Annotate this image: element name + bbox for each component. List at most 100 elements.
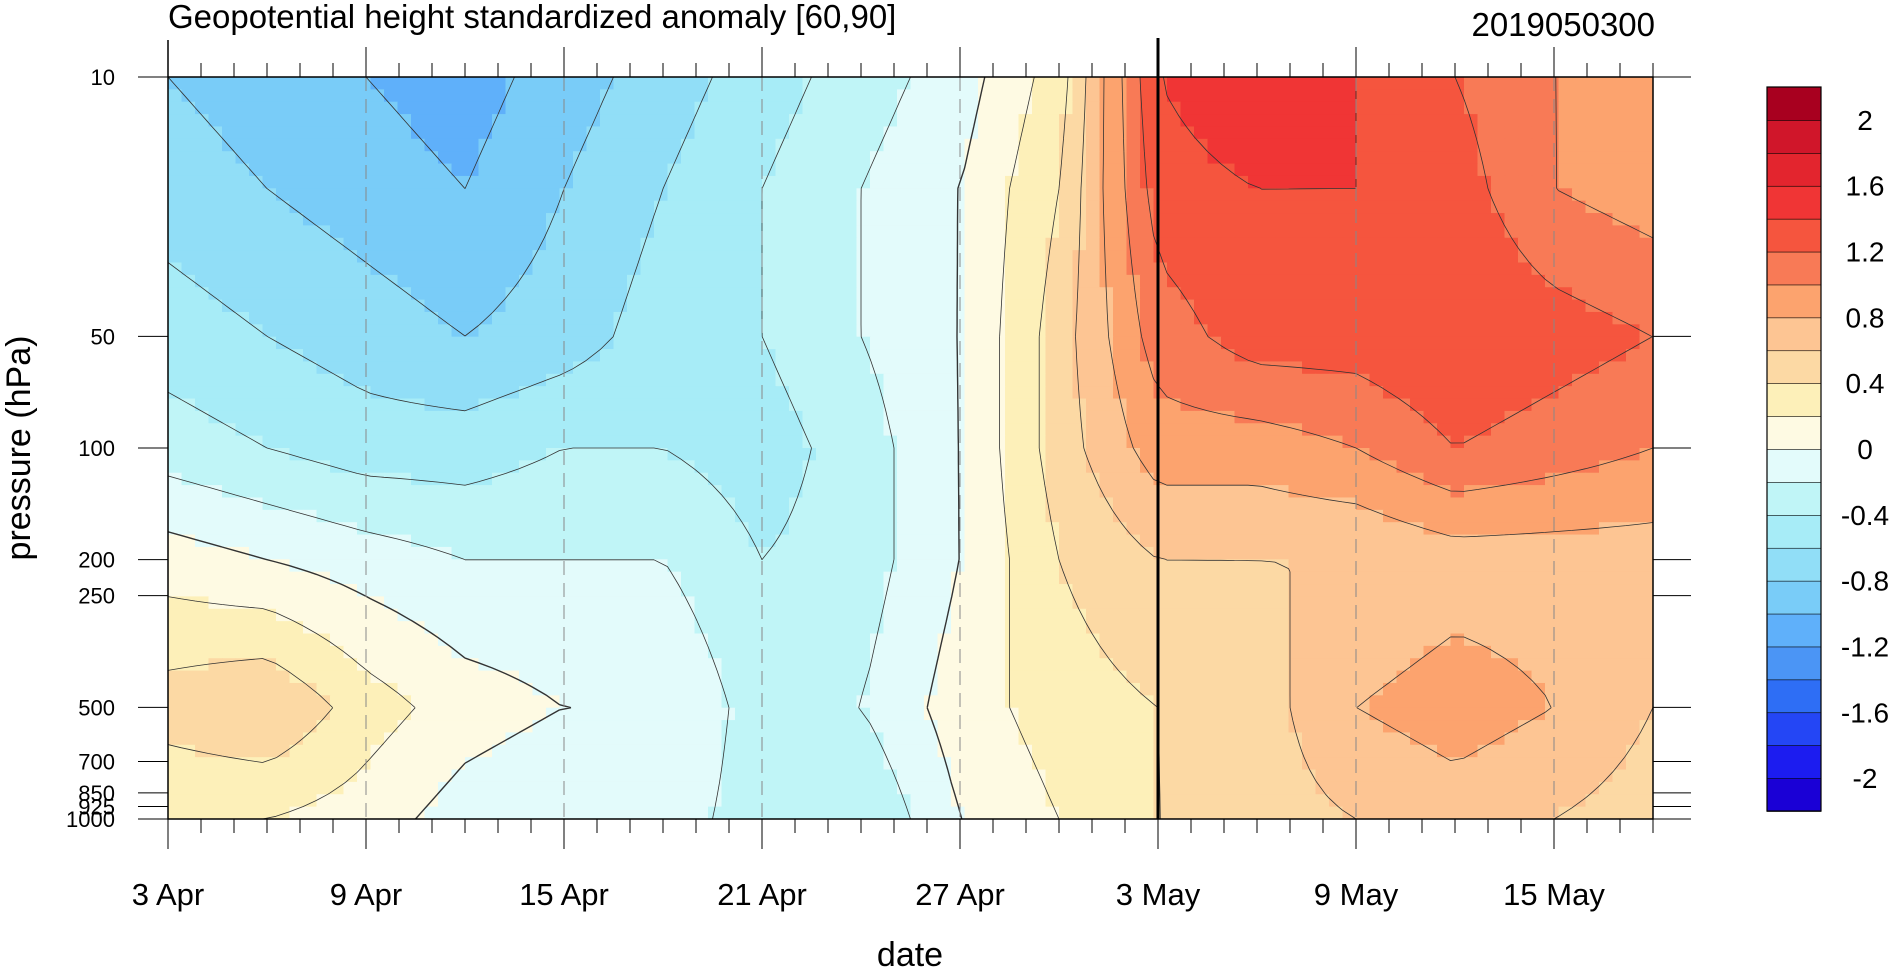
contour-cell <box>1626 175 1641 189</box>
contour-cell <box>1194 213 1209 226</box>
contour-cell <box>208 274 223 288</box>
contour-cell <box>1221 262 1236 276</box>
contour-cell <box>1450 596 1465 610</box>
contour-cell <box>1572 571 1587 585</box>
contour-cell <box>762 89 777 103</box>
contour-cell <box>505 435 520 449</box>
contour-cell <box>1639 151 1653 165</box>
contour-cell <box>235 151 250 165</box>
contour-cell <box>343 608 358 622</box>
contour-cell <box>843 336 858 350</box>
contour-cell <box>1059 225 1074 239</box>
contour-cell <box>1113 274 1128 288</box>
contour-cell <box>208 213 223 226</box>
contour-cell <box>465 225 480 239</box>
contour-cell <box>870 299 885 313</box>
contour-cell <box>276 188 291 202</box>
contour-cell <box>465 584 480 597</box>
contour-cell <box>1531 349 1546 363</box>
contour-cell <box>789 213 804 226</box>
contour-cell <box>1086 299 1101 313</box>
contour-cell <box>1113 311 1128 325</box>
contour-cell <box>1545 522 1560 536</box>
contour-cell <box>438 460 453 474</box>
contour-cell <box>1315 225 1330 239</box>
contour-cell <box>951 262 966 276</box>
contour-cell <box>559 485 574 499</box>
contour-cell <box>222 410 237 424</box>
contour-cell <box>640 608 655 622</box>
contour-cell <box>1194 361 1209 375</box>
contour-cell <box>667 324 682 338</box>
contour-cell <box>532 225 547 239</box>
contour-cell <box>775 126 790 140</box>
contour-cell <box>1288 126 1303 140</box>
contour-cell <box>424 336 439 350</box>
contour-cell <box>289 336 304 350</box>
contour-cell <box>1059 114 1074 128</box>
contour-cell <box>411 522 426 536</box>
contour-cell <box>1167 324 1182 338</box>
contour-cell <box>964 608 979 622</box>
contour-cell <box>276 237 291 251</box>
contour-cell <box>721 435 736 449</box>
contour-cell <box>883 386 898 400</box>
contour-cell <box>181 101 196 115</box>
contour-cell <box>829 77 844 90</box>
contour-cell <box>667 126 682 140</box>
contour-cell <box>276 175 291 189</box>
contour-cell <box>1423 138 1438 152</box>
contour-cell <box>1207 472 1222 486</box>
contour-cell <box>289 534 304 548</box>
contour-cell <box>1059 509 1074 523</box>
contour-cell <box>924 175 939 189</box>
contour-cell <box>1288 89 1303 103</box>
contour-cell <box>249 126 264 140</box>
contour-cell <box>1518 126 1533 140</box>
contour-cell <box>897 151 912 165</box>
contour-cell <box>357 448 372 461</box>
contour-cell <box>883 584 898 597</box>
contour-cell <box>330 151 345 165</box>
contour-cell <box>424 274 439 288</box>
contour-cell <box>1585 497 1600 511</box>
contour-cell <box>937 361 952 375</box>
contour-cell <box>235 237 250 251</box>
contour-cell <box>1045 274 1060 288</box>
contour-cell <box>1018 274 1033 288</box>
contour-cell <box>546 101 561 115</box>
contour-cell <box>1221 213 1236 226</box>
contour-cell <box>681 485 696 499</box>
contour-cell <box>1612 571 1627 585</box>
contour-cell <box>1626 596 1641 610</box>
contour-cell <box>708 213 723 226</box>
contour-cell <box>303 361 318 375</box>
contour-cell <box>964 373 979 387</box>
contour-cell <box>546 77 561 90</box>
contour-cell <box>1383 126 1398 140</box>
contour-cell <box>465 621 480 635</box>
contour-cell <box>546 349 561 363</box>
contour-cell <box>465 299 480 313</box>
contour-cell <box>438 77 453 90</box>
contour-cell <box>843 175 858 189</box>
contour-cell <box>1450 423 1465 437</box>
contour-cell <box>1207 386 1222 400</box>
contour-cell <box>1477 386 1492 400</box>
contour-cell <box>208 546 223 560</box>
contour-cell <box>262 274 277 288</box>
contour-cell <box>640 584 655 597</box>
contour-cell <box>532 398 547 412</box>
contour-cell <box>1504 435 1519 449</box>
contour-cell <box>681 398 696 412</box>
contour-cell <box>438 114 453 128</box>
contour-cell <box>1288 213 1303 226</box>
contour-cell <box>1342 299 1357 313</box>
contour-cell <box>694 126 709 140</box>
contour-cell <box>208 324 223 338</box>
contour-cell <box>951 274 966 288</box>
contour-cell <box>762 485 777 499</box>
contour-cell <box>1450 373 1465 387</box>
contour-cell <box>1504 151 1519 165</box>
contour-cell <box>330 262 345 276</box>
